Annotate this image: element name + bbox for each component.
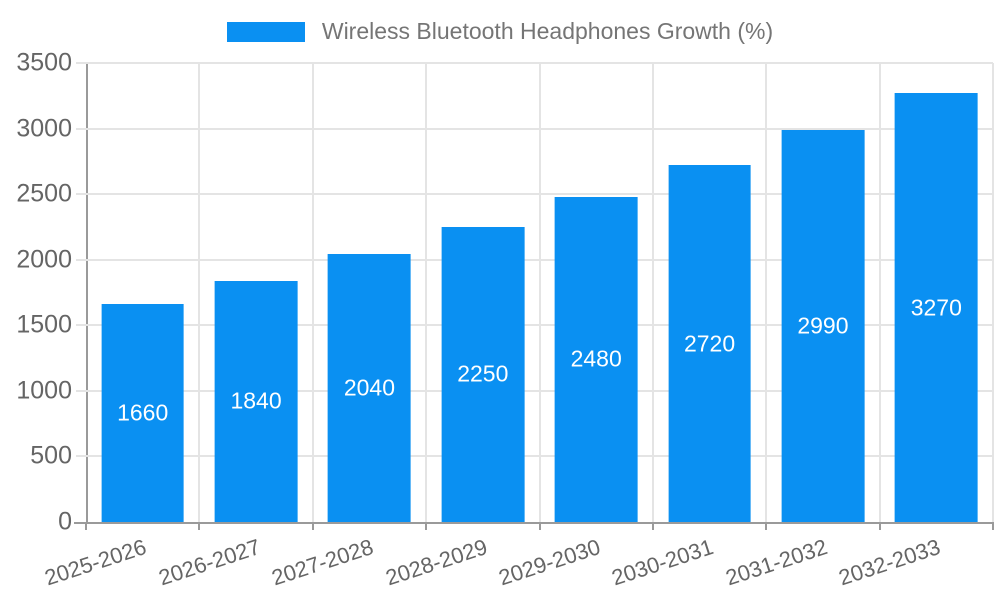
bar: 2720 [668,165,751,522]
bar: 3270 [894,93,978,522]
gridline-horizontal [76,127,993,130]
gridline-vertical [198,63,201,522]
gridline-vertical [651,63,654,522]
legend: Wireless Bluetooth Headphones Growth (%) [0,18,1000,45]
x-tick-label: 2032-2033 [835,534,944,591]
bar: 1660 [101,304,185,522]
bar-value-label: 3270 [910,294,962,321]
bar: 2990 [781,129,865,522]
bar-slot: 2990 [766,63,879,522]
gridline-vertical [878,63,881,522]
x-tick-label: 2026-2027 [155,534,264,591]
x-tick-label: 2030-2031 [608,534,717,591]
bar-value-label: 2480 [570,345,622,372]
y-tick-label: 500 [30,441,72,470]
y-tick-label: 0 [58,507,72,536]
bar-slot: 1660 [86,63,199,522]
x-tick-label: 2028-2029 [382,534,490,591]
y-tick-label: 2500 [16,179,72,208]
legend-swatch [226,21,305,42]
gridline-horizontal [76,193,993,196]
bar: 1840 [214,280,298,522]
x-tick-mark [992,522,994,530]
x-tick-mark [311,522,314,530]
bar-value-label: 1660 [117,399,169,426]
x-axis-line [74,522,993,524]
x-tick-mark [425,522,428,530]
bar: 2480 [554,196,638,522]
bar-slot: 1840 [199,63,312,522]
x-tick-label: 2031-2032 [722,534,831,591]
bar-slot: 2480 [540,63,653,522]
gridline-horizontal [76,62,993,64]
bar-value-label: 2040 [343,374,396,401]
y-axis-line [86,63,88,522]
x-tick-label: 2029-2030 [495,534,604,591]
bar-value-label: 2250 [457,360,509,387]
x-tick-mark [878,522,881,530]
x-tick-label: 2025-2026 [42,534,150,591]
bar-slot: 3270 [880,63,993,522]
bar-value-label: 2720 [683,330,736,357]
bar: 2250 [441,226,525,522]
gridline-horizontal [76,389,993,392]
y-tick-label: 2000 [16,245,72,274]
bar-slot: 2720 [653,63,766,522]
x-tick-mark [198,522,201,530]
bar-value-label: 1840 [230,387,282,414]
y-tick-label: 1000 [16,376,72,405]
y-tick-label: 3500 [16,48,72,77]
x-tick-mark [538,522,541,530]
bar: 2040 [328,254,411,522]
plot-area: 0 500 1000 1500 2000 2500 3000 3500 1660 2025-202… [16,50,994,590]
x-tick-mark [651,522,654,530]
x-tick-mark [85,522,87,530]
bar-slot: 2040 [313,63,426,522]
legend-label: Wireless Bluetooth Headphones Growth (%) [321,18,774,44]
gridline-horizontal [76,455,993,458]
bar-value-label: 2990 [797,312,849,339]
gridline-vertical [992,63,994,522]
y-tick-label: 3000 [16,114,72,143]
bar-slot: 2250 [426,63,539,522]
x-tick-label: 2027-2028 [268,534,377,591]
gridline-vertical [425,63,428,522]
gridline-horizontal [76,324,993,327]
gridline-vertical [311,63,314,522]
gridline-vertical [538,63,541,522]
y-tick-label: 1500 [16,310,72,339]
gridline-vertical [765,63,768,522]
gridline-horizontal [76,258,993,261]
x-tick-mark [765,522,768,530]
